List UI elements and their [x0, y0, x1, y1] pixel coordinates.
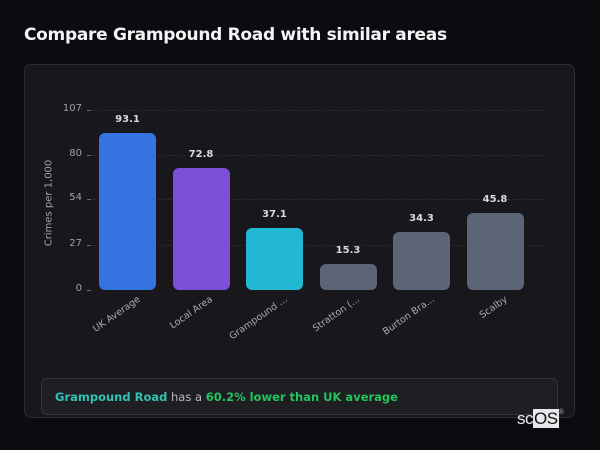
summary-box: Grampound Road has a 60.2% lower than UK…	[41, 378, 558, 415]
bar-3	[319, 264, 377, 290]
y-tick-label: 54	[69, 192, 82, 204]
y-tick-label: 27	[69, 237, 82, 249]
y-tick-label: 0	[75, 283, 82, 294]
gridline	[93, 110, 545, 111]
bar-4	[393, 232, 450, 290]
bar-value-label: 93.1	[115, 114, 140, 126]
y-tick-mark	[87, 155, 91, 157]
summary-area-name: Grampound Road	[55, 390, 168, 404]
gridline	[93, 244, 545, 246]
bar-0	[99, 133, 156, 290]
y-tick-mark	[87, 199, 91, 201]
bar-5	[466, 212, 524, 290]
y-tick-label: 80	[69, 148, 82, 160]
summary-text: has a	[167, 390, 206, 404]
gridline	[93, 199, 545, 201]
page-title: Compare Grampound Road with similar area…	[24, 25, 447, 45]
bar-2	[246, 227, 303, 290]
bar-value-label: 45.8	[482, 193, 508, 205]
bar-value-label: 15.3	[335, 245, 361, 257]
bar-value-label: 72.8	[188, 148, 214, 160]
y-tick-mark	[87, 110, 91, 111]
summary-highlight: 60.2% lower than UK average	[205, 390, 398, 404]
gridline	[93, 155, 545, 157]
bar-value-label: 34.3	[409, 213, 434, 225]
y-tick-mark	[87, 290, 91, 291]
y-tick-label: 107	[62, 103, 82, 114]
scos-logo: scOS®	[517, 409, 564, 428]
y-tick-mark	[87, 244, 91, 246]
bar-value-label: 37.1	[262, 208, 287, 220]
bar-1	[172, 167, 230, 290]
